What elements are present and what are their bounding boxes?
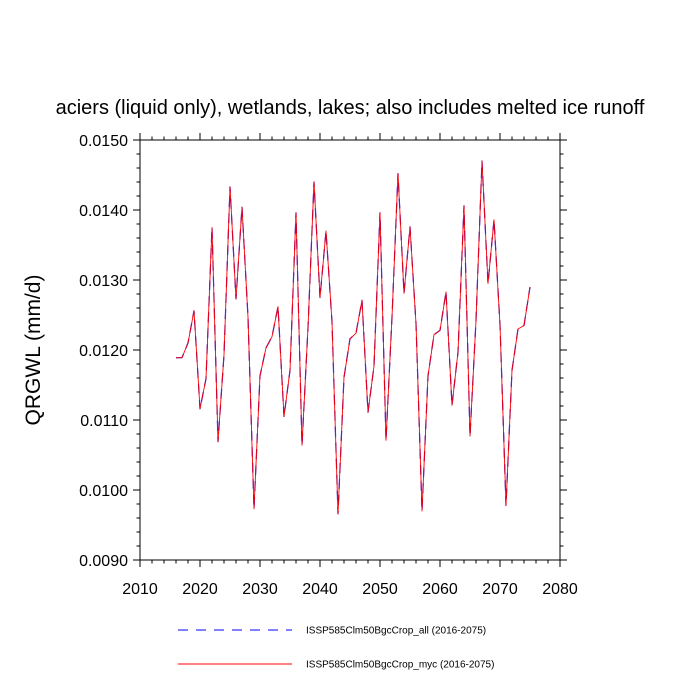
y-tick-label: 0.0140: [79, 203, 128, 220]
plot-frame: [139, 139, 561, 561]
axis-ticks: [133, 133, 567, 567]
y-tick-label: 0.0120: [79, 343, 128, 360]
chart-title: aciers (liquid only), wetlands, lakes; a…: [56, 97, 645, 119]
x-tick-label: 2050: [362, 581, 398, 598]
series-line-myc: [176, 160, 531, 515]
legend-label-myc: ISSP585Clm50BgcCrop_myc (2016-2075): [306, 660, 494, 671]
y-tick-label: 0.0100: [79, 483, 128, 500]
axis-tick-labels: 2010 2020 2030 2040 2050 2060 2070 2080 0.0090 0.…: [79, 133, 578, 598]
legend-label-all: ISSP585Clm50BgcCrop_all (2016-2075): [306, 626, 486, 637]
x-tick-label: 2010: [122, 581, 158, 598]
x-tick-label: 2040: [302, 581, 338, 598]
x-tick-label: 2080: [542, 581, 578, 598]
y-tick-label: 0.0130: [79, 273, 128, 290]
x-tick-label: 2030: [242, 581, 278, 598]
y-tick-label: 0.0150: [79, 133, 128, 150]
legend: ISSP585Clm50BgcCrop_all (2016-2075) ISSP5…: [178, 626, 494, 671]
y-tick-label: 0.0090: [79, 553, 128, 570]
y-tick-label: 0.0110: [80, 413, 128, 430]
series-lines: [176, 160, 531, 515]
y-axis-label: QRGWL (mm/d): [22, 275, 45, 426]
x-tick-label: 2070: [482, 581, 518, 598]
x-tick-label: 2020: [182, 581, 218, 598]
x-tick-label: 2060: [422, 581, 458, 598]
